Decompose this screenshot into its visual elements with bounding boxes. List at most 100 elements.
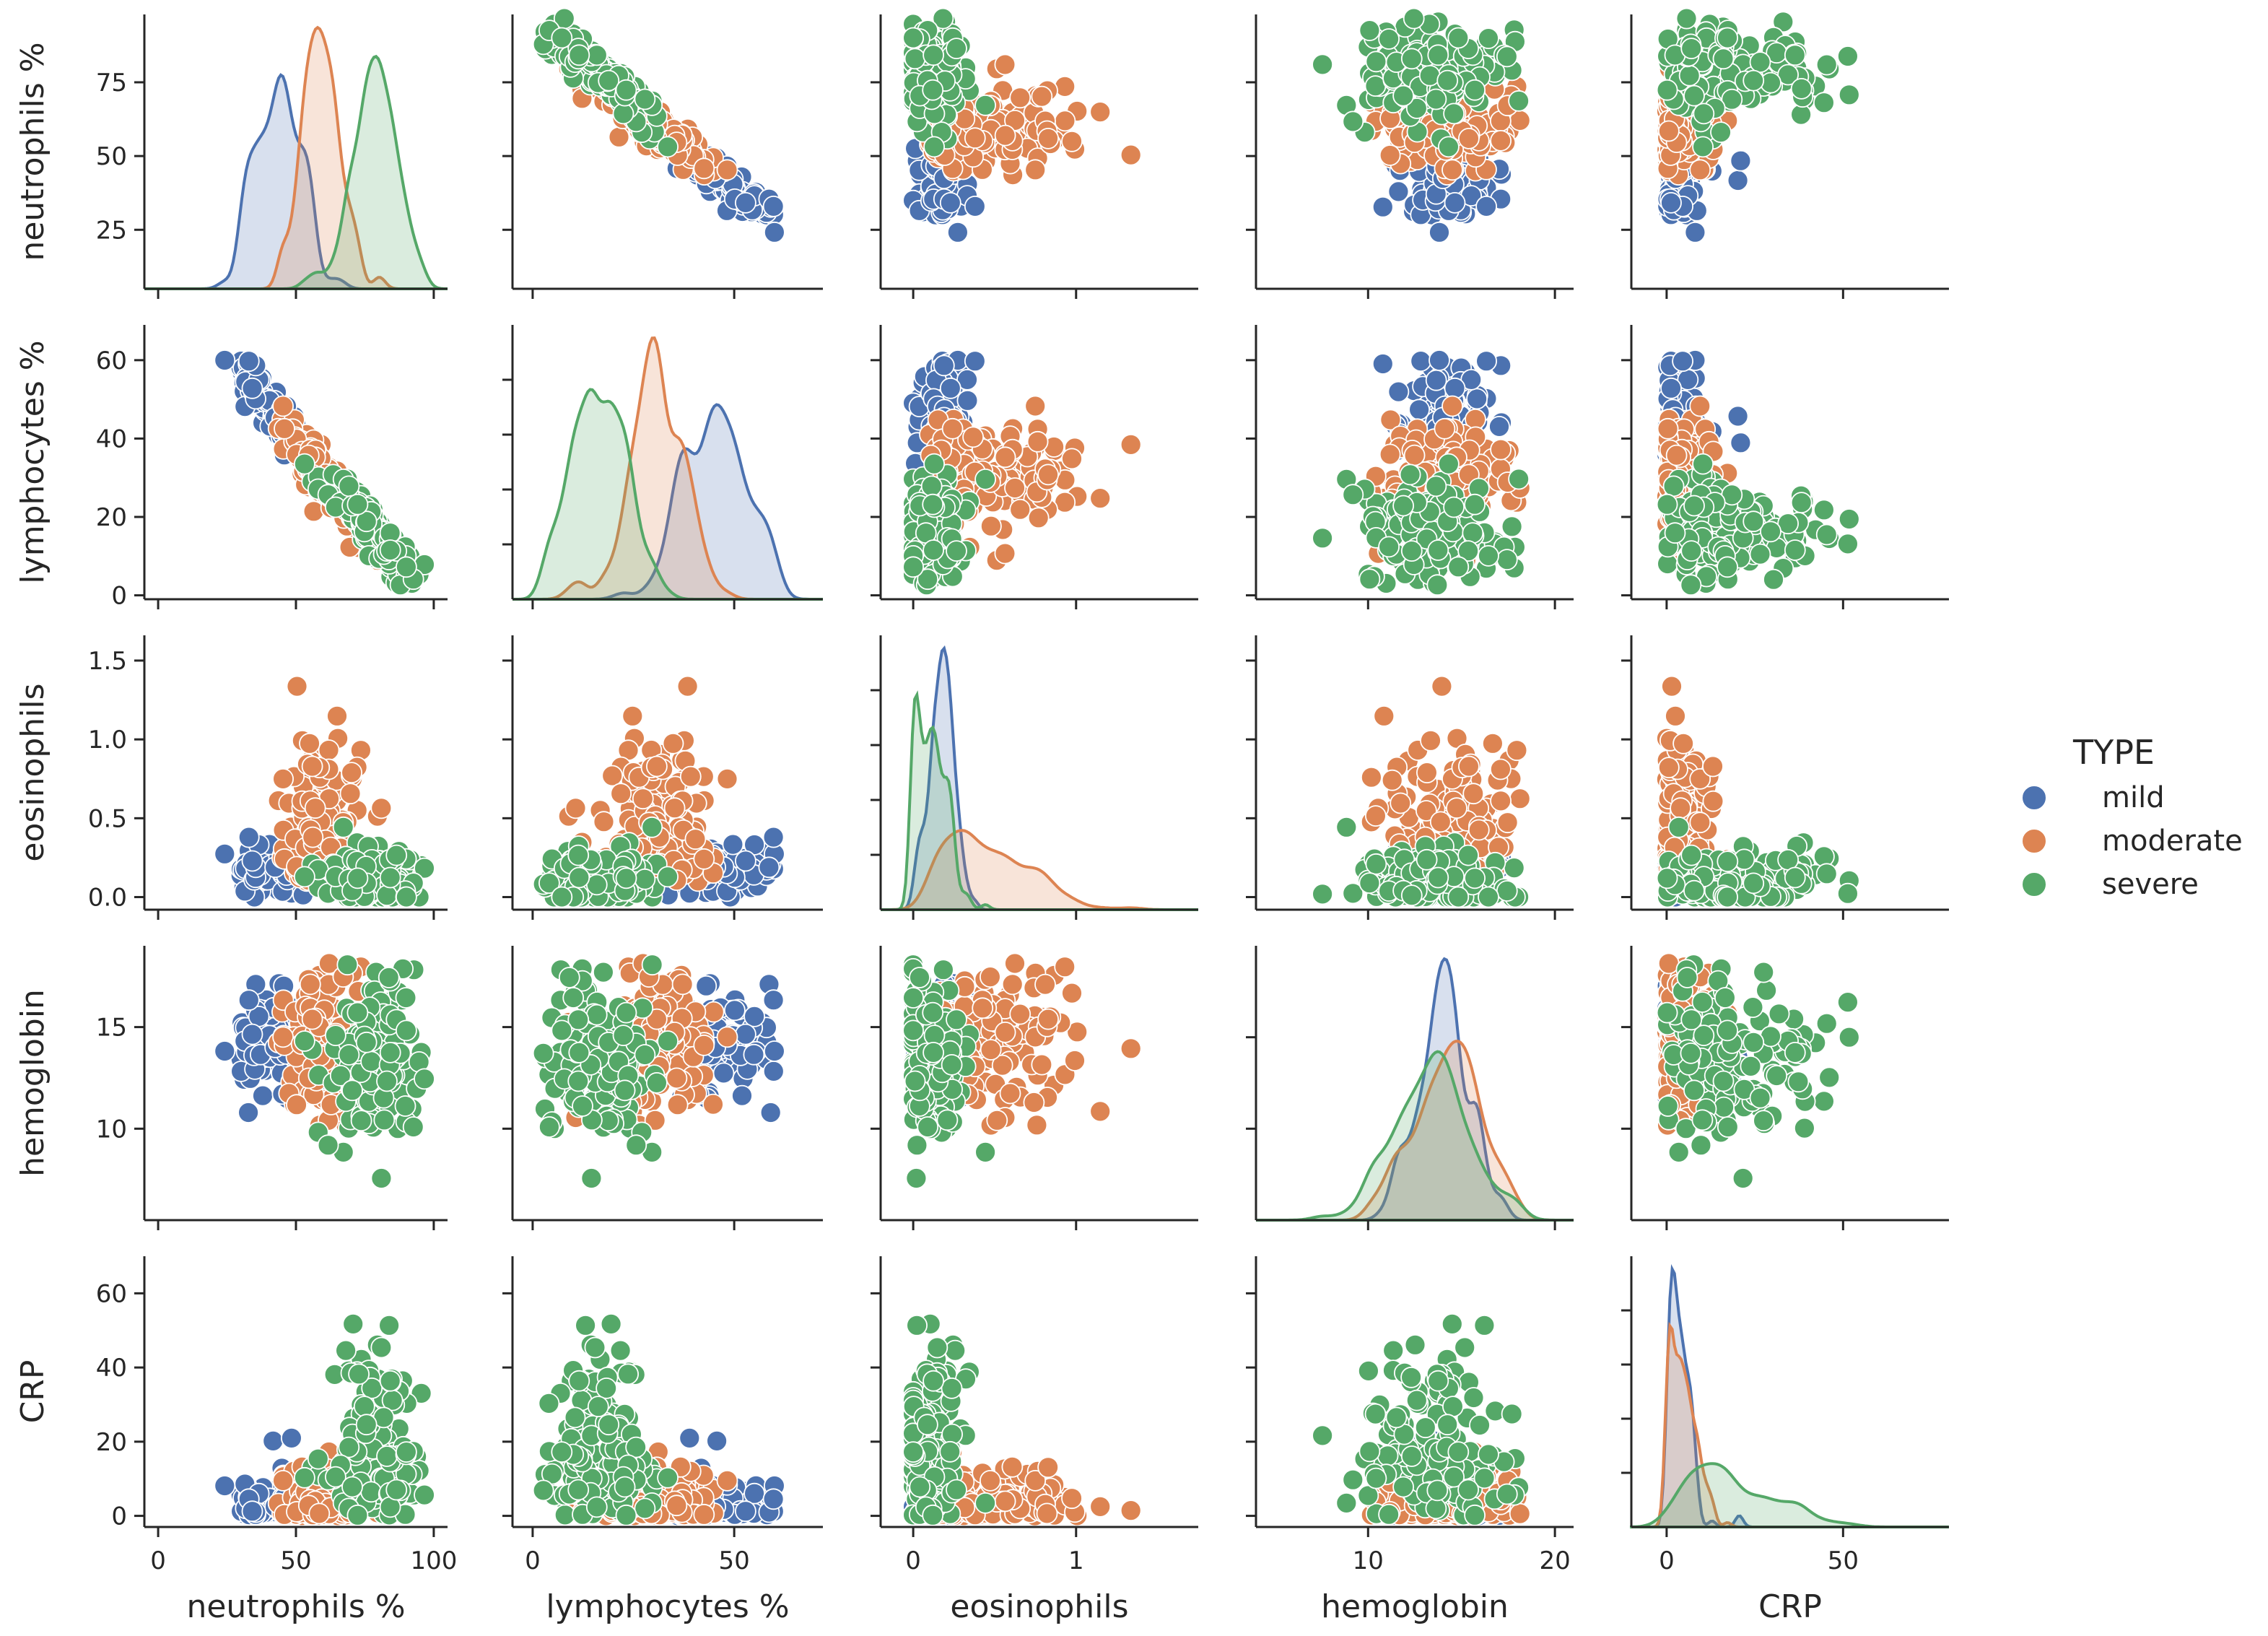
point-moderate [1673,734,1693,754]
point-severe [1669,817,1689,837]
point-severe [1448,557,1468,577]
point-severe [1684,86,1704,106]
point-severe [1693,454,1713,474]
point-mild [1730,151,1750,171]
point-severe [1681,38,1701,58]
point-moderate [1459,129,1479,149]
point-moderate [1469,820,1489,840]
point-mild [764,827,784,848]
point-moderate [300,734,320,754]
point-mild [759,857,779,877]
point-severe [946,38,967,58]
point-severe [1838,46,1858,66]
point-moderate [718,160,738,180]
point-severe [923,540,943,560]
point-severe [1497,46,1517,66]
y-tick-label: 50 [96,142,127,171]
point-severe [1462,523,1483,543]
point-moderate [1005,478,1025,498]
point-mild [1373,354,1393,374]
point-severe [1478,28,1499,48]
point-severe [1343,111,1363,131]
point-severe [1509,469,1529,490]
point-moderate [1380,145,1400,165]
point-moderate [305,798,326,818]
point-moderate [609,127,629,147]
point-severe [551,28,572,48]
point-mild [1467,388,1487,409]
point-moderate [273,396,293,417]
point-severe [1838,884,1858,904]
point-severe [616,80,637,100]
point-severe [569,868,589,888]
point-moderate [1491,131,1511,151]
point-severe [1497,881,1517,901]
point-mild [1685,222,1705,243]
point-moderate [566,798,586,818]
panel-eosinophils-vs-crp [1621,635,1949,920]
point-severe [1336,817,1356,837]
point-severe [1792,79,1812,99]
point-severe [1366,51,1386,71]
point-severe [1312,54,1333,74]
point-moderate [1380,444,1400,464]
point-mild [965,351,985,371]
point-mild [1388,382,1408,402]
point-mild [764,196,784,217]
point-mild [1672,351,1693,371]
point-mild [723,835,743,855]
point-severe [1665,523,1685,543]
point-moderate [287,676,308,697]
point-severe [1684,496,1704,516]
point-severe [295,454,315,474]
point-severe [924,136,944,157]
point-moderate [302,757,323,777]
panel-neutrophils-pct-vs-lymphocytes-pct [502,9,823,299]
point-moderate [602,766,622,786]
point-moderate [995,126,1016,146]
point-mild [1445,193,1465,213]
point-severe [1465,80,1485,100]
panel-eosinophils-vs-hemoglobin [1246,635,1574,920]
point-moderate [1459,757,1479,777]
panel-eosinophils-vs-eosinophils [871,635,1198,920]
point-severe [380,540,401,560]
point-moderate [1491,791,1511,811]
point-severe [923,495,943,515]
point-mild [239,351,259,371]
y-tick-label: 0 [111,582,127,611]
point-moderate [1366,806,1386,826]
point-mild [1410,351,1431,371]
point-severe [1657,495,1678,515]
point-moderate [1028,432,1048,452]
point-moderate [1463,783,1483,804]
point-moderate [327,706,347,726]
point-moderate [1025,396,1045,417]
point-severe [1458,845,1478,866]
point-moderate [1374,706,1394,726]
point-mild [941,378,961,399]
point-severe [1439,454,1459,474]
point-severe [1763,570,1784,590]
point-severe [1465,495,1485,515]
point-moderate [1659,757,1679,778]
point-moderate [273,769,293,789]
point-mild [1661,193,1681,213]
point-moderate [685,829,705,849]
y-tick-label: 25 [96,216,127,245]
point-severe [616,868,637,888]
point-severe [658,866,678,887]
point-mild [239,827,259,848]
point-severe [339,476,359,496]
point-moderate [371,798,391,818]
point-severe [642,817,662,837]
point-moderate [1421,731,1441,751]
point-moderate [943,419,963,439]
point-severe [1717,557,1737,577]
y-axis-label-eosinophils: eosinophils [14,683,51,861]
panel-lymphocytes-pct-vs-hemoglobin [1246,325,1574,609]
panel-lymphocytes-pct-vs-lymphocytes-pct [502,325,823,609]
point-mild [736,851,756,871]
point-moderate [1090,488,1110,508]
